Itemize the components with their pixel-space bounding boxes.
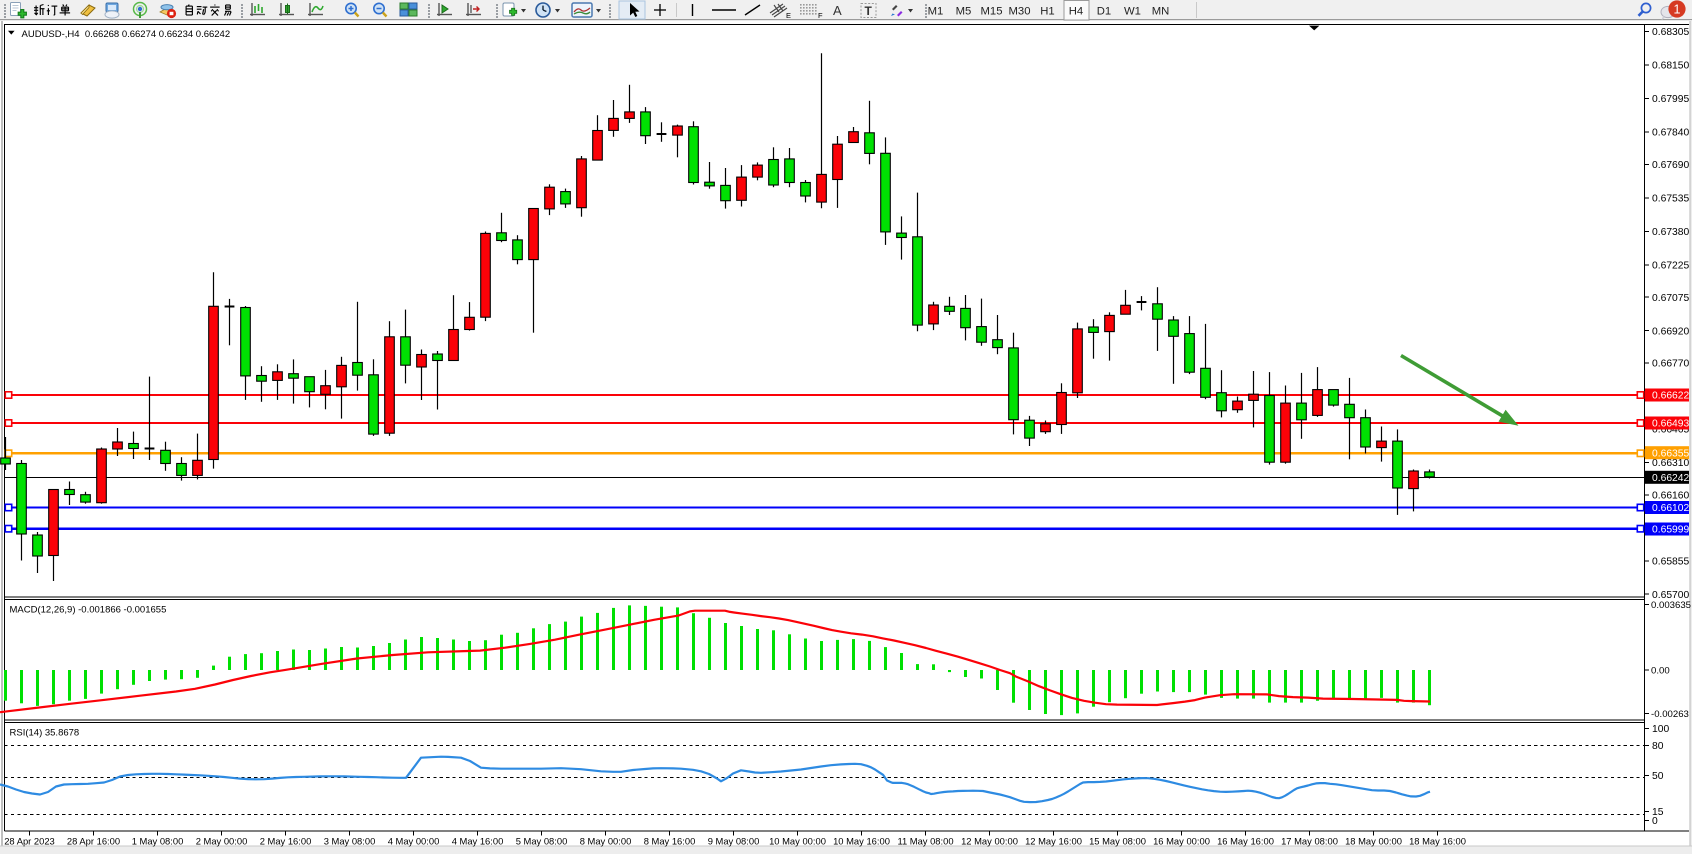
svg-text:0.68150: 0.68150 [1652,61,1689,72]
svg-text:0.68305: 0.68305 [1652,27,1689,38]
svg-text:0.66102: 0.66102 [1652,503,1689,514]
svg-text:MN: MN [1152,6,1170,18]
svg-text:2 May 00:00: 2 May 00:00 [196,836,248,847]
svg-text:F: F [818,11,823,20]
svg-text:0.67535: 0.67535 [1652,193,1689,204]
svg-text:4 May 16:00: 4 May 16:00 [452,836,504,847]
svg-text:1: 1 [1674,2,1681,16]
svg-text:W1: W1 [1124,6,1141,18]
svg-text:11 May 08:00: 11 May 08:00 [897,836,953,847]
svg-text:H4: H4 [1069,6,1083,18]
svg-text:0.66770: 0.66770 [1652,359,1689,370]
svg-text:8 May 00:00: 8 May 00:00 [580,836,632,847]
svg-text:M30: M30 [1009,6,1031,18]
svg-text:16 May 16:00: 16 May 16:00 [1217,836,1274,847]
svg-text:80: 80 [1652,741,1664,752]
svg-text:3 May 08:00: 3 May 08:00 [324,836,376,847]
svg-text:0.67840: 0.67840 [1652,128,1689,139]
svg-text:0: 0 [1652,816,1658,827]
svg-text:18 May 16:00: 18 May 16:00 [1409,836,1466,847]
svg-text:9 May 08:00: 9 May 08:00 [708,836,760,847]
svg-text:H1: H1 [1040,6,1054,18]
svg-text:-0.00263: -0.00263 [1651,709,1689,720]
svg-text:15 May 08:00: 15 May 08:00 [1089,836,1146,847]
svg-text:16 May 00:00: 16 May 00:00 [1153,836,1210,847]
svg-text:17 May 08:00: 17 May 08:00 [1281,836,1338,847]
svg-text:10 May 16:00: 10 May 16:00 [833,836,890,847]
svg-text:0.67225: 0.67225 [1652,260,1689,271]
svg-text:M1: M1 [928,6,944,18]
svg-text:0.67075: 0.67075 [1652,293,1689,304]
svg-text:T: T [865,4,873,18]
svg-text:4 May 00:00: 4 May 00:00 [388,836,440,847]
svg-text:M5: M5 [956,6,972,18]
svg-text:18 May 00:00: 18 May 00:00 [1345,836,1402,847]
svg-text:0.67690: 0.67690 [1652,160,1689,171]
svg-text:0.67995: 0.67995 [1652,94,1689,105]
svg-text:0.66160: 0.66160 [1652,491,1689,502]
svg-text:50: 50 [1652,771,1664,782]
svg-text:12 May 00:00: 12 May 00:00 [961,836,1018,847]
svg-text:28 Apr 16:00: 28 Apr 16:00 [67,836,120,847]
svg-text:AUDUSD-,H4 0.66268 0.66274 0.: AUDUSD-,H4 0.66268 0.66274 0.66234 0.662… [22,29,231,40]
svg-text:0.66493: 0.66493 [1652,419,1689,430]
svg-text:0.66920: 0.66920 [1652,326,1689,337]
svg-text:12 May 16:00: 12 May 16:00 [1025,836,1082,847]
svg-text:0.003635: 0.003635 [1651,600,1691,611]
svg-text:8 May 16:00: 8 May 16:00 [644,836,696,847]
svg-text:2 May 16:00: 2 May 16:00 [260,836,312,847]
svg-text:10 May 00:00: 10 May 00:00 [769,836,826,847]
svg-text:0.65999: 0.65999 [1652,525,1689,536]
svg-text:M15: M15 [981,6,1003,18]
svg-text:5 May 08:00: 5 May 08:00 [516,836,568,847]
svg-text:28 Apr 2023: 28 Apr 2023 [4,836,55,847]
svg-text:A: A [833,3,842,18]
svg-text:D1: D1 [1097,6,1111,18]
svg-text:0.00: 0.00 [1651,666,1670,677]
svg-text:E: E [786,11,791,20]
svg-text:RSI(14) 35.8678: RSI(14) 35.8678 [10,728,80,739]
svg-text:100: 100 [1652,724,1669,735]
svg-text:0.66355: 0.66355 [1652,448,1689,459]
svg-text:0.66622: 0.66622 [1652,391,1689,402]
svg-text:0.66310: 0.66310 [1652,458,1689,469]
svg-text:1 May 08:00: 1 May 08:00 [132,836,184,847]
svg-text:0.66242: 0.66242 [1652,473,1689,484]
svg-text:0.67380: 0.67380 [1652,227,1689,238]
svg-text:0.65855: 0.65855 [1652,556,1689,567]
svg-text:MACD(12,26,9) -0.001866 -0.001: MACD(12,26,9) -0.001866 -0.001655 [10,605,167,616]
